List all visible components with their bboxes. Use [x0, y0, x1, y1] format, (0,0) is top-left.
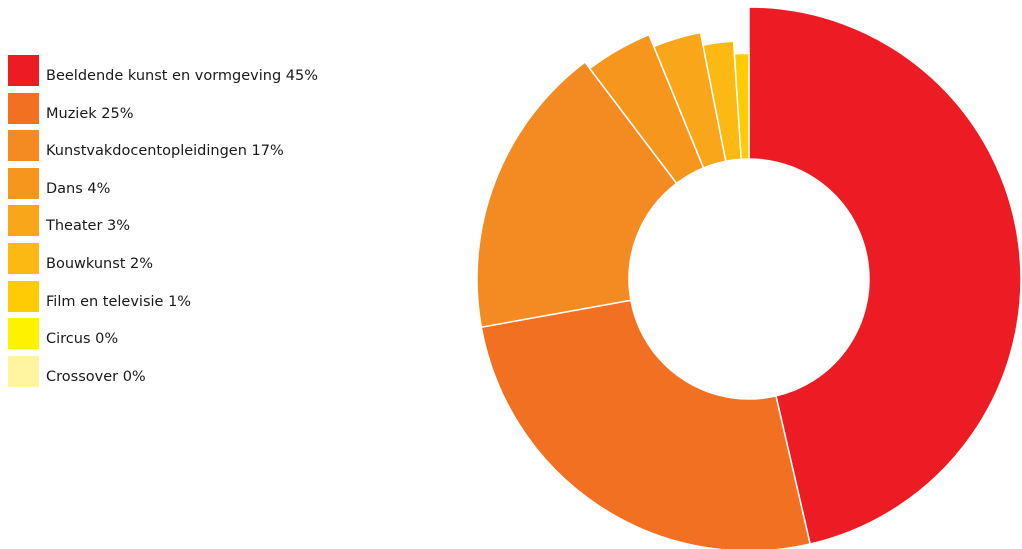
- legend-swatch: [8, 280, 39, 312]
- legend-label: Theater 3%: [46, 218, 131, 235]
- legend-swatch: [8, 355, 39, 387]
- legend-swatch: [8, 55, 39, 86]
- legend-item: Theater 3%: [8, 205, 428, 243]
- legend-item: Kunstvakdocentopleidingen 17%: [8, 130, 428, 168]
- legend-item: Film en televisie 1%: [8, 280, 428, 319]
- legend-swatch: [8, 167, 39, 199]
- legend-swatch: [8, 318, 39, 350]
- pie-slice-film-en-televisie: [733, 52, 750, 161]
- legend-item: Crossover 0%: [8, 355, 428, 394]
- legend-swatch: [8, 130, 39, 162]
- legend-item: Muziek 25%: [8, 92, 428, 131]
- legend-item: Circus 0%: [8, 318, 428, 356]
- pie-slice-muziek: [480, 299, 812, 549]
- pie-slice-dans: [588, 33, 705, 185]
- legend-label: Circus 0%: [46, 331, 119, 348]
- pie-slice-beeldende-kunst-en-vormgeving: [748, 6, 1022, 545]
- legend-label: Dans 4%: [46, 180, 111, 197]
- legend-swatch: [8, 205, 39, 237]
- legend-label: Beeldende kunst en vormgeving 45%: [46, 68, 319, 84]
- legend-label: Muziek 25%: [46, 105, 134, 122]
- legend-swatch: [8, 92, 39, 124]
- legend-item: Bouwkunst 2%: [8, 242, 428, 281]
- legend-swatch: [8, 242, 39, 274]
- legend-label: Film en televisie 1%: [46, 293, 192, 310]
- legend-label: Kunstvakdocentopleidingen 17%: [46, 143, 284, 160]
- legend-label: Crossover 0%: [46, 368, 146, 385]
- legend-label: Bouwkunst 2%: [46, 255, 154, 272]
- pie-slice-kunstvakdocentopleidingen: [476, 61, 678, 329]
- legend-item: Beeldende kunst en vormgeving 45%: [8, 55, 428, 93]
- legend-item: Dans 4%: [8, 167, 428, 206]
- chart-legend: Beeldende kunst en vormgeving 45% Muziek…: [8, 55, 428, 393]
